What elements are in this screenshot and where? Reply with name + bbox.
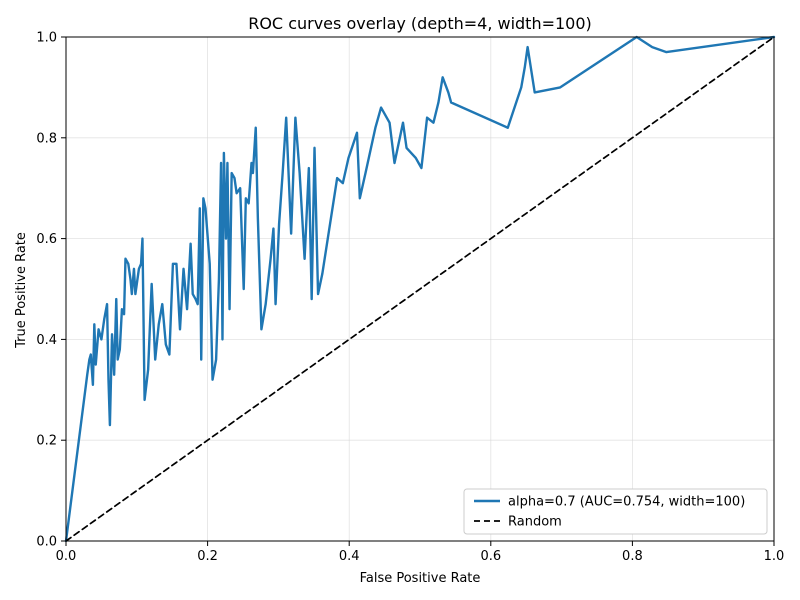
roc-curve-line	[64, 35, 776, 543]
plot-frame	[65, 36, 775, 542]
legend-roc-label: alpha=0.7 (AUC=0.754, width=100)	[508, 495, 745, 510]
random-baseline-line	[65, 36, 775, 542]
x-tick-label-2: 0.4	[339, 549, 360, 564]
x-tick-label-4: 0.8	[622, 549, 643, 564]
series-layer	[64, 35, 776, 543]
legend-random-label: Random	[508, 515, 562, 530]
ticks: 0.0 0.2 0.4 0.6 0.8 1.0 0.0 0.2 0.4 0.6 0.8 1.0	[36, 31, 784, 565]
y-axis-label: True Positive Rate	[14, 232, 29, 349]
y-tick-label-1: 0.2	[36, 434, 57, 449]
x-tick-label-0: 0.0	[56, 549, 77, 564]
x-tick-label-1: 0.2	[197, 549, 218, 564]
legend-box	[463, 488, 768, 535]
x-tick-label-5: 1.0	[764, 549, 785, 564]
legend: alpha=0.7 (AUC=0.754, width=100) Random	[463, 488, 768, 535]
y-tick-label-0: 0.0	[36, 535, 57, 550]
y-tick-label-4: 0.8	[36, 131, 57, 146]
x-tick-label-3: 0.6	[480, 549, 501, 564]
chart-title: ROC curves overlay (depth=4, width=100)	[248, 14, 592, 33]
x-axis-label: False Positive Rate	[360, 571, 481, 586]
axes	[65, 36, 775, 542]
y-tick-label-3: 0.6	[36, 232, 57, 247]
y-tick-label-2: 0.4	[36, 333, 57, 348]
y-tick-label-5: 1.0	[36, 31, 57, 46]
